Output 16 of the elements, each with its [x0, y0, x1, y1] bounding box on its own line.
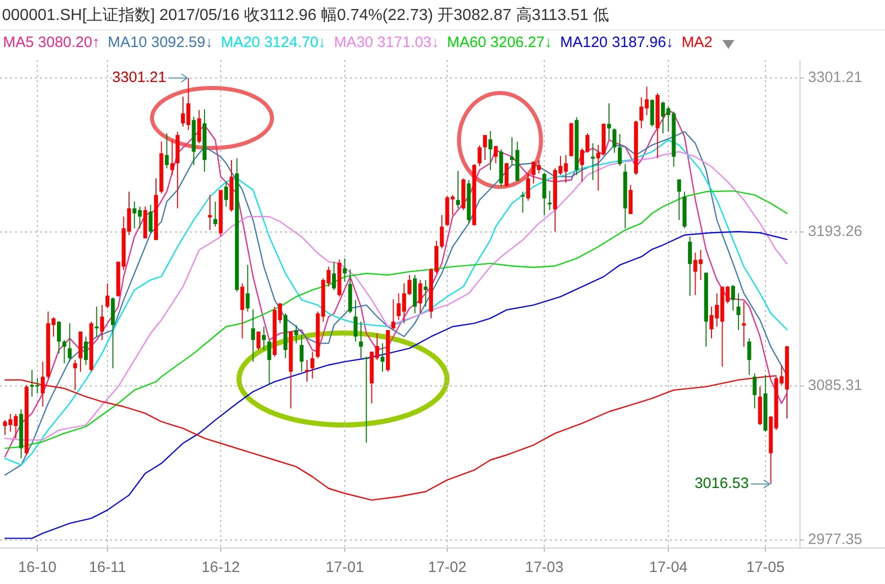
x-tick-label: 17-03 [525, 559, 564, 576]
x-tick-label: 16-11 [88, 559, 126, 576]
x-tick-label: 17-01 [326, 559, 364, 576]
x-tick-label: 16-12 [202, 559, 240, 576]
chart-title: 000001.SH[上证指数] 2017/05/16 收3112.96 幅0.74%(22.73) 开3082.87 高3113.51 低 [2, 6, 609, 24]
legend: MA5 3080.20↑ MA10 3092.59↓ MA20 3124.70↓ MA30 3171.03↓ MA60 3206.27↓ MA120 3187.96↓ MA2 [3, 34, 712, 51]
y-tick-label: 3085.31 [808, 376, 862, 394]
x-tick-label: 16-10 [18, 559, 57, 576]
y-tick-label: 2977.35 [808, 530, 862, 548]
x-tick-label: 17-02 [428, 559, 466, 576]
y-tick-label: 3301.21 [808, 68, 862, 86]
y-tick-label: 3193.26 [808, 222, 862, 240]
annotation: 3016.53 [694, 475, 749, 492]
x-tick-label: 17-05 [746, 559, 785, 576]
x-tick-label: 17-04 [649, 559, 688, 576]
annotation: 3301.21 [112, 68, 166, 86]
